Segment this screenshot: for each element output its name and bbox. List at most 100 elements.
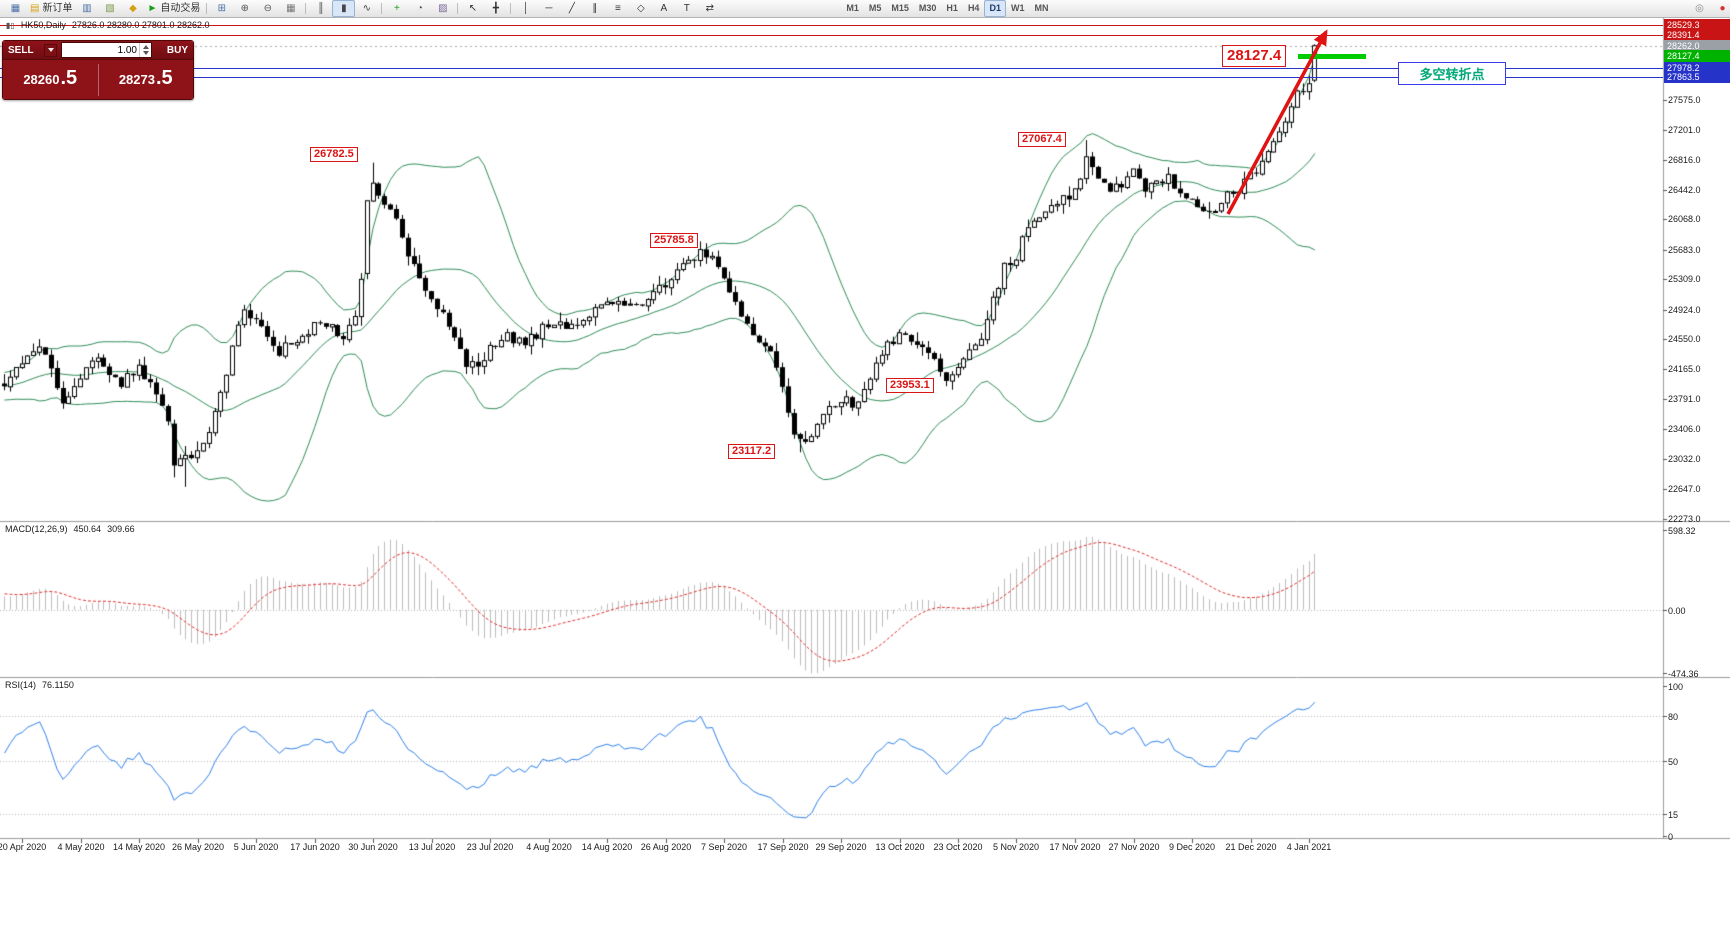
- fibonacci-icon[interactable]: ≡: [606, 0, 629, 17]
- date-label: 5 Nov 2020: [992, 842, 1040, 852]
- tile-windows-icon[interactable]: ▦: [279, 0, 302, 17]
- trendline-icon[interactable]: ╱: [560, 0, 583, 17]
- periodicity-icon-glyph: ◔: [416, 3, 423, 14]
- market-watch-icon-glyph: ▥: [82, 3, 92, 14]
- add-indicator-icon[interactable]: +: [385, 0, 408, 17]
- resistance-line-2[interactable]: [0, 35, 1663, 36]
- zoom-out-icon-glyph: ⊖: [263, 3, 273, 14]
- buy-button[interactable]: 28273.5: [99, 60, 194, 99]
- one-click-top-row: SELL BUY: [3, 41, 193, 59]
- navigator-icon[interactable]: ◆: [121, 0, 144, 17]
- date-label: 4 Jan 2021: [1286, 842, 1332, 852]
- line-chart-icon[interactable]: ∿: [355, 0, 378, 17]
- sell-price-frac: .5: [60, 67, 78, 89]
- data-window-icon[interactable]: ▧: [98, 0, 121, 17]
- resistance-line-1[interactable]: [0, 25, 1663, 26]
- bar-chart-icon[interactable]: ║: [309, 0, 332, 17]
- price-annotation-25785.8[interactable]: 25785.8: [650, 233, 698, 248]
- support-line-1[interactable]: [0, 68, 1663, 69]
- date-label: 20 Apr 2020: [0, 842, 47, 852]
- shapes-icon-glyph: ◇: [637, 3, 645, 14]
- buy-price: 28273: [118, 72, 155, 87]
- timeframe-h4-button[interactable]: H4: [967, 3, 980, 13]
- candlestick-chart-icon[interactable]: ▮: [332, 0, 356, 17]
- timeframe-h1-button[interactable]: H1: [946, 3, 958, 13]
- new-order-button[interactable]: ▤ 新订单: [27, 0, 75, 17]
- price-scale-label: 23032.0: [1668, 454, 1701, 464]
- horizontal-line-icon[interactable]: ─: [537, 0, 560, 17]
- chart-symbol-period: HK50,Daily: [20, 20, 66, 30]
- price-annotation-26782.5[interactable]: 26782.5: [310, 147, 358, 162]
- date-label: 21 Dec 2020: [1225, 842, 1277, 852]
- date-label: 23 Oct 2020: [933, 842, 983, 852]
- cursor-icon-glyph: ↖: [468, 3, 478, 14]
- volume-dropdown[interactable]: [44, 43, 57, 57]
- price-scale-label: 26442.0: [1668, 185, 1701, 195]
- shapes-icon[interactable]: ◇: [629, 0, 652, 17]
- templates-icon[interactable]: ▨: [431, 0, 454, 17]
- timeframe-d1-button[interactable]: D1: [984, 0, 1006, 17]
- price-annotation-28127.4[interactable]: 28127.4: [1222, 45, 1287, 67]
- chart-ohlc: 27826.0 28280.0 27801.0 28262.0: [71, 20, 210, 30]
- sell-button[interactable]: 28260.5: [3, 60, 98, 99]
- date-label: 23 Jul 2020: [466, 842, 514, 852]
- toolbar-spacer: [721, 8, 841, 9]
- chevron-down-icon: [47, 48, 54, 52]
- rsi-scale-label: 100: [1668, 682, 1684, 692]
- label-icon[interactable]: T: [675, 0, 698, 17]
- zoom-in-icon[interactable]: ⊕: [233, 0, 256, 17]
- timeframe-m30-button[interactable]: M30: [918, 3, 937, 13]
- volume-input[interactable]: [62, 43, 139, 57]
- price-scale-label: 26816.0: [1668, 155, 1701, 165]
- price-annotation-23117.2[interactable]: 23117.2: [728, 444, 776, 459]
- volume-stepper[interactable]: [139, 43, 151, 57]
- timeframe-m15-button[interactable]: M15: [891, 3, 909, 13]
- autotrading-button[interactable]: ► 自动交易: [144, 0, 203, 17]
- price-annotation-27067.4[interactable]: 27067.4: [1018, 132, 1066, 147]
- zoom-out-icon[interactable]: ⊖: [256, 0, 279, 17]
- step-up-icon[interactable]: [142, 45, 149, 49]
- rsi-value: 76.1150: [42, 680, 74, 690]
- timeframe-w1-button[interactable]: W1: [1010, 3, 1025, 13]
- price-scale-label: 22273.0: [1668, 514, 1701, 524]
- date-label: 4 Aug 2020: [526, 842, 572, 852]
- text-icon[interactable]: A: [652, 0, 675, 17]
- channel-icon[interactable]: ∥: [583, 0, 606, 17]
- market-watch-icon[interactable]: ▥: [75, 0, 98, 17]
- arrows-icon[interactable]: ⇄: [698, 0, 721, 17]
- price-tag-28529.3: 28529.3: [1664, 19, 1730, 31]
- turning-point-note[interactable]: 多空转折点: [1398, 62, 1506, 85]
- timeframe-m5-button[interactable]: M5: [868, 3, 882, 13]
- line-chart-icon-glyph: ∿: [362, 3, 372, 14]
- price-scale-label: 24165.0: [1668, 364, 1701, 374]
- price-scale-label: 27575.0: [1668, 95, 1701, 105]
- vertical-line-icon[interactable]: │: [514, 0, 537, 17]
- toolbar-separator: [510, 3, 512, 14]
- step-down-icon[interactable]: [142, 51, 149, 55]
- sell-price: 28260: [23, 72, 60, 87]
- price-annotation-23953.1[interactable]: 23953.1: [886, 378, 934, 393]
- chart-window-icon[interactable]: ▦: [4, 0, 27, 17]
- price-tag-28391.4: 28391.4: [1664, 29, 1730, 41]
- timeframe-mn-button[interactable]: MN: [1034, 3, 1049, 13]
- rsi-label: RSI(14) 76.1150: [5, 680, 74, 690]
- chart-title-icon: ▮▯: [6, 20, 15, 30]
- price-tag-27863.5: 27863.5: [1664, 71, 1730, 83]
- periodicity-icon[interactable]: ◔: [408, 0, 431, 17]
- price-scale-label: 25309.0: [1668, 274, 1701, 284]
- support-line-2[interactable]: [0, 77, 1663, 78]
- cursor-icon[interactable]: ↖: [461, 0, 484, 17]
- buy-button-label[interactable]: BUY: [166, 44, 188, 56]
- search-icon[interactable]: ◎: [1688, 0, 1711, 17]
- sell-button-label[interactable]: SELL: [8, 44, 34, 56]
- new-window-icon[interactable]: ⊞: [210, 0, 233, 17]
- bar-chart-icon-glyph: ║: [317, 3, 325, 14]
- connection-status-icon[interactable]: ●: [1711, 0, 1730, 17]
- macd-value-signal: 309.66: [107, 524, 135, 534]
- macd-scale-label: 0.00: [1668, 606, 1686, 616]
- crosshair-icon[interactable]: ╋: [484, 0, 507, 17]
- timeframe-m1-button[interactable]: M1: [846, 3, 859, 13]
- turning-point-level[interactable]: [1298, 54, 1366, 59]
